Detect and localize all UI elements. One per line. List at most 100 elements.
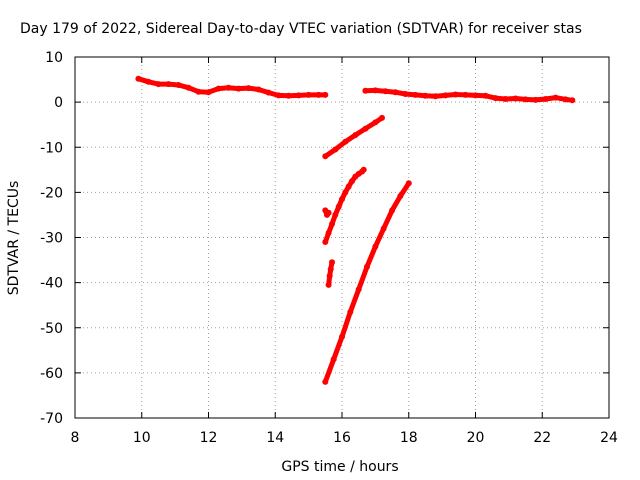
data-point: [372, 243, 379, 250]
data-point: [175, 82, 182, 88]
data-point: [462, 91, 469, 98]
plot-area: [135, 75, 576, 385]
data-point: [345, 183, 352, 190]
x-tick-label: 22: [533, 430, 551, 446]
data-point: [195, 88, 202, 95]
data-point: [362, 87, 369, 94]
data-point: [205, 89, 212, 96]
y-tick-label: -10: [40, 140, 63, 156]
data-point: [342, 189, 349, 196]
data-point: [355, 286, 362, 293]
data-point: [330, 356, 337, 363]
data-point: [562, 96, 569, 103]
data-point: [322, 239, 329, 245]
x-tick-label: 24: [600, 430, 618, 446]
data-point: [145, 78, 152, 85]
y-tick-label: -30: [40, 231, 63, 247]
data-point: [397, 193, 404, 199]
y-tick-label: -20: [40, 185, 63, 201]
data-series-arc-b-dot: [322, 207, 332, 218]
y-tick-label: 10: [45, 50, 63, 66]
data-point: [502, 96, 509, 102]
data-point: [372, 119, 379, 126]
data-point: [285, 92, 292, 99]
data-point: [352, 132, 359, 139]
data-point: [339, 333, 345, 340]
chart-title: Day 179 of 2022, Sidereal Day-to-day VTE…: [20, 21, 582, 37]
data-point: [327, 266, 334, 273]
data-point: [442, 92, 449, 99]
data-point: [392, 89, 399, 96]
data-point: [522, 96, 529, 103]
data-point: [325, 230, 332, 236]
data-point: [405, 180, 412, 187]
y-tick-label: -40: [40, 276, 63, 292]
data-point: [332, 211, 339, 218]
data-point: [322, 91, 329, 98]
data-point: [245, 85, 252, 92]
data-point: [412, 91, 419, 98]
data-point: [185, 84, 192, 91]
data-point: [542, 96, 549, 102]
data-point: [472, 92, 479, 99]
data-series-arc-b: [322, 166, 367, 245]
data-point: [329, 259, 335, 266]
y-axis-label: SDTVAR / TECUs: [6, 181, 22, 296]
data-point: [362, 125, 369, 132]
x-tick-label: 10: [133, 430, 151, 446]
series-track: [362, 87, 575, 103]
x-axis-label: GPS time / hours: [281, 459, 398, 475]
data-point: [379, 114, 385, 121]
data-point: [295, 92, 302, 99]
x-tick-label: 20: [467, 430, 485, 446]
data-point: [552, 94, 559, 101]
data-point: [482, 92, 489, 99]
y-tick-label: -70: [40, 411, 63, 427]
data-point: [452, 91, 459, 98]
data-point: [315, 91, 322, 98]
data-point: [235, 85, 242, 92]
data-series-arc-main-late: [362, 87, 576, 104]
data-point: [265, 89, 272, 96]
data-point: [322, 378, 329, 385]
data-point: [569, 97, 576, 104]
data-point: [332, 146, 339, 153]
x-tick-label: 8: [71, 430, 80, 446]
data-point: [364, 263, 370, 270]
data-point: [255, 86, 262, 93]
data-point: [225, 84, 232, 91]
data-series-arc-main-early: [135, 75, 329, 99]
data-point: [382, 88, 389, 95]
data-point: [532, 96, 539, 103]
data-point: [492, 95, 499, 102]
grid: [75, 57, 609, 418]
data-point: [349, 178, 355, 185]
data-point: [342, 138, 349, 145]
y-tick-label: -60: [40, 366, 63, 382]
data-point: [326, 272, 333, 279]
data-point: [512, 95, 519, 102]
data-series-arc-d: [322, 180, 412, 385]
data-point: [155, 81, 162, 88]
y-tick-label: 0: [54, 95, 63, 111]
data-point: [165, 81, 172, 88]
data-point: [339, 196, 345, 203]
data-point: [215, 85, 222, 92]
axis-ticks: 8 10 12 14 16 18 20 22 24 10 0 -10 -20 -30 -40 -50 -60 -7…: [40, 50, 618, 446]
data-point: [305, 91, 312, 98]
data-point: [380, 225, 387, 232]
x-tick-label: 18: [400, 430, 418, 446]
data-point: [325, 209, 332, 216]
data-point: [360, 166, 367, 173]
data-point: [325, 281, 332, 288]
data-point: [422, 92, 429, 99]
data-point: [275, 92, 282, 99]
series-track: [326, 259, 335, 288]
data-point: [389, 207, 396, 214]
data-point: [329, 221, 335, 227]
data-point: [372, 87, 379, 94]
data-series-arc-a: [322, 114, 385, 160]
data-point: [347, 309, 354, 315]
